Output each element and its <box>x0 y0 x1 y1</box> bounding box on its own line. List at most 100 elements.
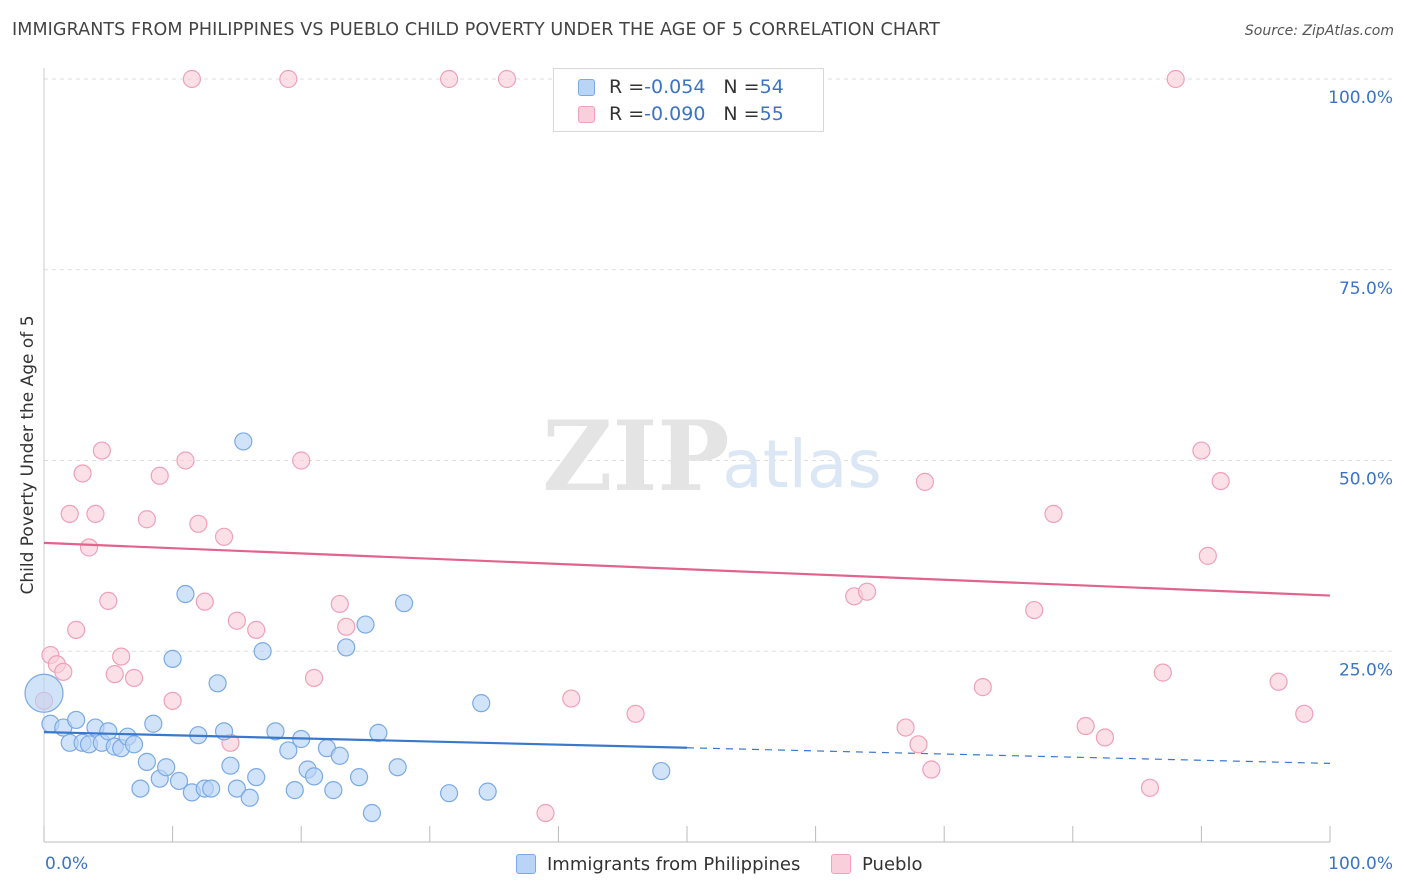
pueblo-point <box>1192 441 1211 460</box>
philippines-point <box>356 615 375 634</box>
pueblo-point <box>1211 472 1230 491</box>
pueblo-point <box>163 691 182 710</box>
philippines-point <box>388 758 407 777</box>
philippines-point <box>253 642 272 661</box>
pueblo-point <box>1269 672 1288 691</box>
philippines-point <box>157 758 176 777</box>
trend-lines <box>43 541 1331 765</box>
stats-row-pueblo: R = -0.090 N = 55 <box>578 102 784 126</box>
r-value: -0.054 <box>644 76 706 98</box>
philippines-point <box>652 761 671 781</box>
r-label: R = <box>609 76 645 98</box>
pueblo-point <box>60 504 79 524</box>
pueblo-point <box>79 538 99 557</box>
pueblo-point <box>195 592 214 611</box>
y-tick-label: 25.0% <box>1339 660 1393 680</box>
pueblo-point <box>915 472 935 491</box>
pueblo-point <box>54 662 73 681</box>
philippines-point <box>394 594 414 613</box>
axes <box>43 68 1331 843</box>
pueblo-point <box>536 803 555 823</box>
pueblo-point <box>922 760 941 779</box>
pueblo-point <box>182 69 201 89</box>
pueblo-point <box>909 735 928 754</box>
pueblo-point <box>1025 600 1044 620</box>
pueblo-point <box>189 514 208 533</box>
pueblo-point <box>137 510 156 529</box>
pueblo-point <box>247 620 266 639</box>
philippines-trend-extension <box>686 747 1331 765</box>
legend-item-philippines[interactable]: Immigrants from Philippines <box>516 852 800 876</box>
gridlines <box>44 78 1392 652</box>
pueblo-point <box>67 620 86 639</box>
philippines-point <box>337 638 356 657</box>
philippines-point <box>349 768 369 787</box>
pueblo-point <box>99 591 118 610</box>
philippines-point <box>124 735 144 754</box>
n-value: 55 <box>759 103 784 125</box>
philippines-point <box>369 723 388 742</box>
pueblo-trend-line <box>43 541 1331 597</box>
philippines-point <box>169 771 189 791</box>
philippines-point <box>330 746 349 765</box>
philippines-point <box>144 714 163 733</box>
pueblo-point <box>279 69 298 89</box>
philippines-point <box>266 722 285 741</box>
n-value: 54 <box>759 76 784 98</box>
philippines-point <box>234 432 253 451</box>
philippines-point <box>176 584 195 604</box>
pueblo-point <box>1153 663 1172 682</box>
pueblo-point <box>124 668 144 688</box>
philippines-point <box>285 781 304 800</box>
stats-legend: R = -0.054 N = 54 R = -0.090 N = 55 <box>553 68 824 132</box>
philippines-legend-swatch <box>516 854 536 874</box>
pueblo-point <box>1198 546 1217 565</box>
pueblo-point <box>1095 728 1115 747</box>
philippines-point <box>137 752 156 771</box>
source-label: Source: ZipAtlas.com <box>1244 23 1394 39</box>
philippines-point <box>67 710 86 730</box>
x-tick-label: 0.0% <box>45 854 88 874</box>
pueblo-legend-swatch <box>831 854 851 874</box>
y-tick-label: 50.0% <box>1339 470 1393 490</box>
watermark: ZIP atlas <box>542 400 881 513</box>
pueblo-point <box>1044 504 1063 524</box>
philippines-point <box>439 784 459 803</box>
watermark-zip: ZIP <box>542 400 729 513</box>
stats-row-philippines: R = -0.054 N = 54 <box>578 75 784 99</box>
pueblo-point <box>92 441 111 460</box>
pueblo-point <box>214 527 234 546</box>
philippines-point <box>362 803 382 823</box>
pueblo-point <box>497 69 517 89</box>
philippines-point <box>324 781 343 800</box>
pueblo-point <box>292 451 311 470</box>
legend-item-pueblo[interactable]: Pueblo <box>831 852 922 876</box>
philippines-point <box>279 741 298 760</box>
pueblo-point <box>227 611 246 630</box>
r-label: R = <box>609 103 645 125</box>
pueblo-point <box>304 668 324 688</box>
pueblo-point <box>626 704 645 723</box>
philippines-point <box>227 779 246 798</box>
pueblo-point <box>112 647 131 666</box>
n-label: N = <box>723 76 760 98</box>
philippines-point <box>24 673 64 713</box>
pueblo-point <box>1076 716 1095 736</box>
y-tick-label: 100.0% <box>1328 88 1393 108</box>
philippines-point <box>240 788 259 807</box>
y-tick-label: 75.0% <box>1339 279 1393 299</box>
pueblo-point <box>105 665 124 684</box>
philippines-point <box>99 722 118 741</box>
philippines-point <box>478 782 497 801</box>
pueblo-point <box>150 466 169 485</box>
r-value: -0.090 <box>644 103 706 125</box>
philippines-point <box>221 756 240 775</box>
philippines-point <box>163 649 182 668</box>
philippines-point <box>202 779 221 798</box>
pueblo-point <box>857 582 877 601</box>
philippines-legend-label: Immigrants from Philippines <box>547 853 801 875</box>
tick-labels: 25.0% 50.0% 75.0% 100.0% 0.0% 100.0% <box>45 88 1393 874</box>
pueblo-swatch <box>578 105 595 123</box>
pueblo-point <box>1140 778 1160 797</box>
pueblo-point <box>1295 704 1314 723</box>
